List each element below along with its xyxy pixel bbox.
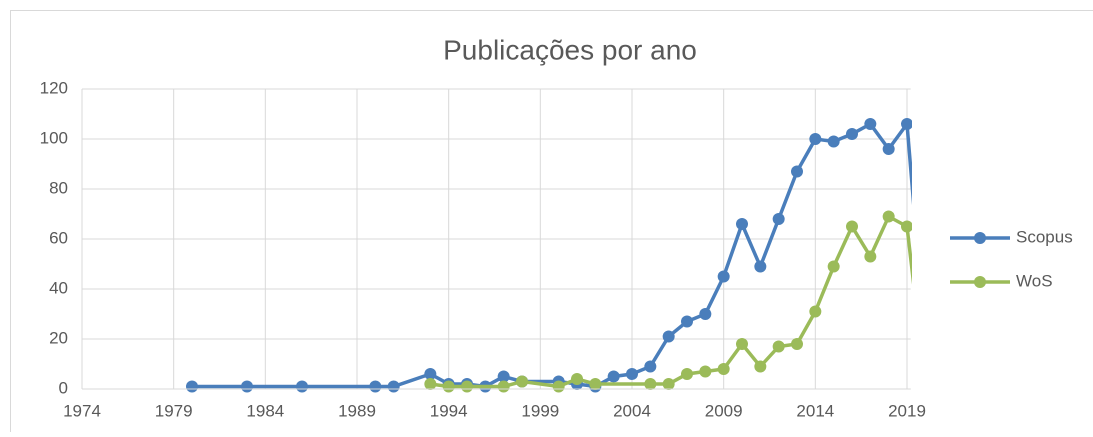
data-point — [626, 368, 638, 380]
x-tick-label: 1994 — [430, 401, 468, 420]
data-point — [773, 341, 785, 353]
data-point — [681, 368, 693, 380]
legend-marker — [974, 232, 986, 244]
x-tick-label: 1989 — [338, 401, 376, 420]
data-point — [498, 381, 510, 393]
y-tick-label: 0 — [59, 378, 68, 397]
data-point — [809, 306, 821, 318]
data-point — [589, 378, 601, 390]
data-point — [553, 381, 565, 393]
data-point — [681, 316, 693, 328]
data-point — [901, 118, 913, 130]
data-point — [644, 361, 656, 373]
data-point — [883, 143, 895, 155]
data-point — [663, 331, 675, 343]
chart-border — [11, 11, 1093, 433]
data-point — [791, 338, 803, 350]
y-tick-label: 20 — [49, 328, 68, 347]
data-point — [663, 378, 675, 390]
y-tick-label: 40 — [49, 278, 68, 297]
data-point — [461, 381, 473, 393]
x-tick-label: 2019 — [888, 401, 926, 420]
y-tick-label: 80 — [49, 178, 68, 197]
data-point — [901, 221, 913, 233]
data-point — [644, 378, 656, 390]
data-point — [754, 361, 766, 373]
data-point — [443, 381, 455, 393]
chart-title: Publicações por ano — [443, 34, 697, 65]
data-point — [699, 308, 711, 320]
data-point — [699, 366, 711, 378]
data-point — [828, 261, 840, 273]
legend-marker — [974, 276, 986, 288]
x-tick-label: 2014 — [796, 401, 834, 420]
x-tick-label: 1999 — [521, 401, 559, 420]
y-tick-label: 60 — [49, 228, 68, 247]
x-tick-label: 1974 — [63, 401, 101, 420]
data-point — [773, 213, 785, 225]
data-point — [883, 211, 895, 223]
x-tick-label: 1984 — [246, 401, 284, 420]
data-point — [736, 218, 748, 230]
data-point — [736, 338, 748, 350]
data-point — [809, 133, 821, 145]
legend-label: WoS — [1016, 271, 1053, 290]
data-point — [186, 381, 198, 393]
y-tick-label: 100 — [40, 128, 68, 147]
data-point — [516, 376, 528, 388]
y-tick-label: 120 — [40, 78, 68, 97]
data-point — [241, 381, 253, 393]
legend-label: Scopus — [1016, 227, 1073, 246]
data-point — [424, 378, 436, 390]
data-point — [571, 373, 583, 385]
data-point — [754, 261, 766, 273]
data-point — [388, 381, 400, 393]
data-point — [864, 251, 876, 263]
data-point — [828, 136, 840, 148]
data-point — [718, 363, 730, 375]
data-point — [296, 381, 308, 393]
data-point — [846, 221, 858, 233]
x-tick-label: 1979 — [155, 401, 193, 420]
data-point — [846, 128, 858, 140]
x-tick-label: 2004 — [613, 401, 651, 420]
data-point — [864, 118, 876, 130]
data-point — [718, 271, 730, 283]
data-point — [791, 166, 803, 178]
data-point — [369, 381, 381, 393]
data-point — [608, 371, 620, 383]
x-tick-label: 2009 — [705, 401, 743, 420]
